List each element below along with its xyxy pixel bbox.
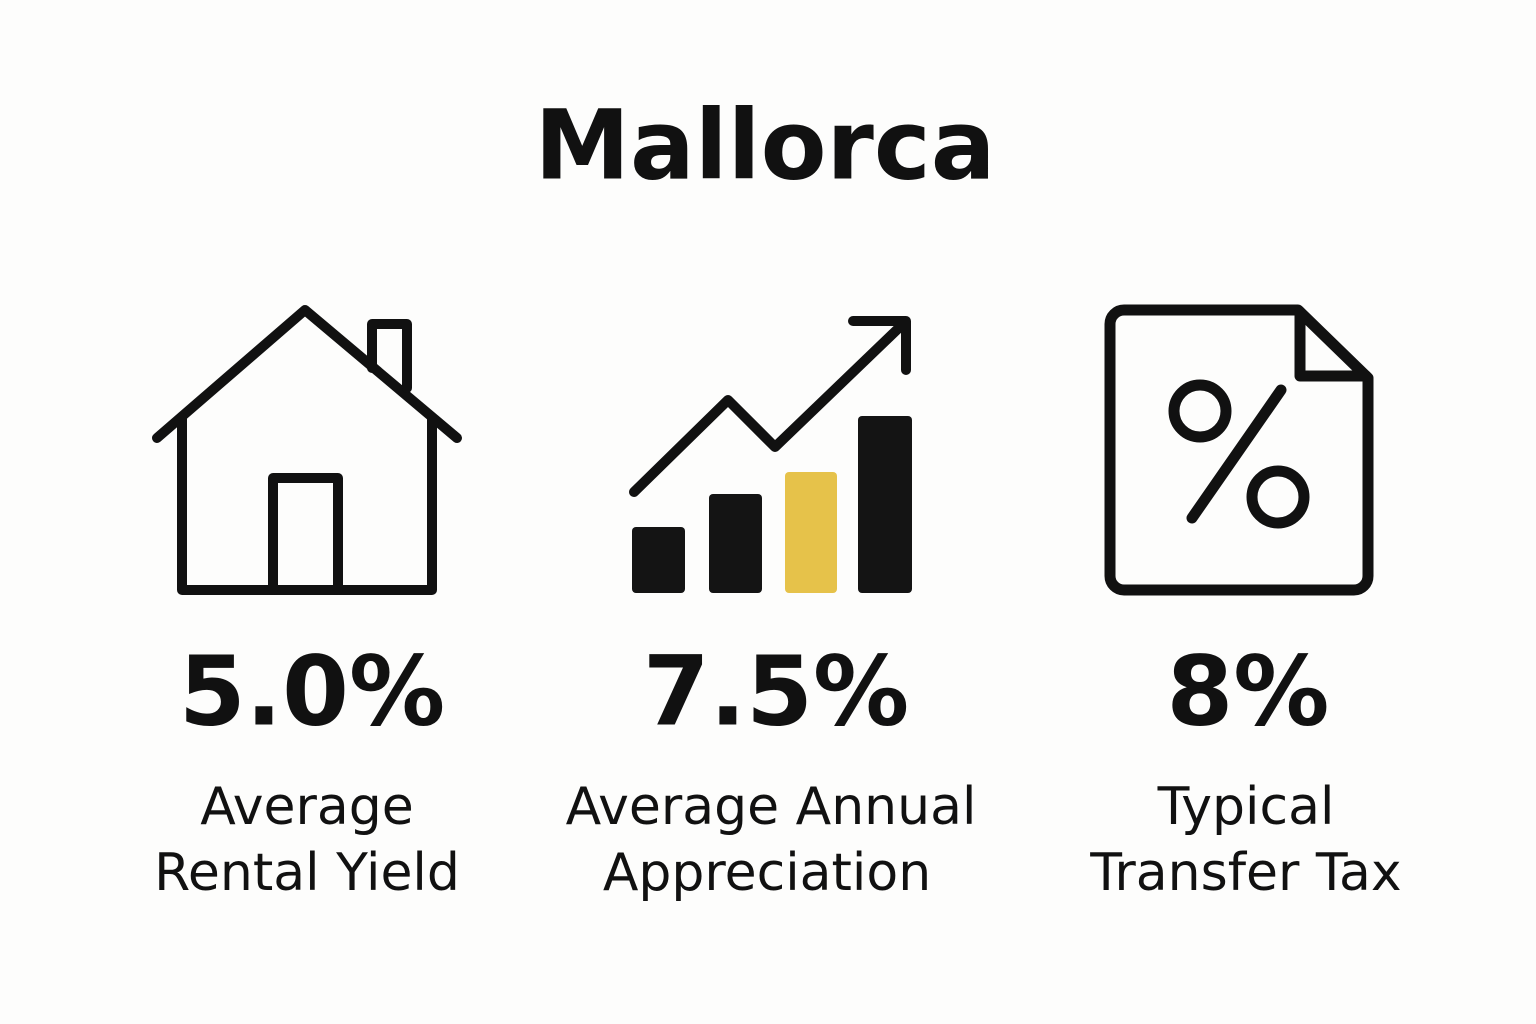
title: Mallorca bbox=[534, 89, 995, 201]
stat-label: Rental Yield bbox=[154, 843, 460, 903]
stat-label: Transfer Tax bbox=[1089, 843, 1401, 903]
stat-value: 8% bbox=[1167, 635, 1330, 747]
stat-value: 7.5% bbox=[643, 635, 909, 747]
house-icon bbox=[152, 305, 462, 595]
chart-icon bbox=[629, 316, 912, 593]
stat-label: Average Annual bbox=[566, 777, 977, 837]
stat-label: Appreciation bbox=[603, 843, 931, 903]
stat-label: Typical bbox=[1157, 777, 1335, 837]
stat-label: Average bbox=[200, 777, 414, 837]
stat-value: 5.0% bbox=[179, 635, 445, 747]
tax-document-icon bbox=[1104, 304, 1374, 596]
